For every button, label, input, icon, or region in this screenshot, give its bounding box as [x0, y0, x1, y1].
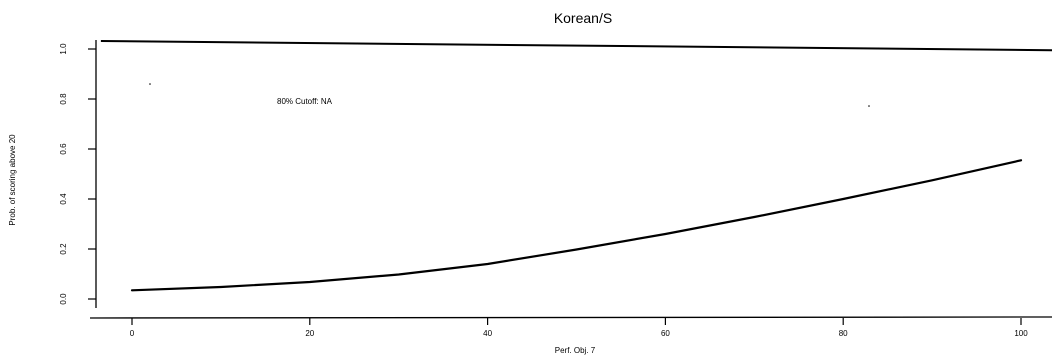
y-tick-label: 0.4: [59, 193, 68, 205]
y-axis-label: Prob. of scoring above 20: [8, 134, 17, 226]
chart-title: Korean/S: [554, 10, 612, 26]
y-tick-label: 0.0: [59, 293, 68, 305]
plot-area: [100, 40, 1052, 292]
y-tick-label: 0.8: [59, 93, 68, 105]
series-line: [130, 159, 1023, 292]
scan-specks: [149, 83, 870, 107]
x-tick-label: 20: [305, 329, 314, 338]
x-axis-label: Perf. Obj. 7: [555, 346, 596, 355]
y-axis: 0.0 0.2 0.4 0.6 0.8 1.0: [59, 40, 97, 308]
x-tick-label: 0: [130, 329, 135, 338]
upper-reference-line: [100, 40, 1052, 52]
cutoff-annotation: 80% Cutoff: NA: [277, 97, 333, 106]
y-tick-label: 1.0: [59, 43, 68, 55]
y-tick-label: 0.2: [59, 243, 68, 255]
x-tick-label: 60: [661, 329, 670, 338]
y-tick-label: 0.6: [59, 143, 68, 155]
speck: [868, 105, 870, 107]
x-tick-label: 40: [483, 329, 492, 338]
x-axis-line: [89, 316, 1052, 319]
speck: [149, 83, 151, 85]
x-axis: 0 20 40 60 80 100: [89, 316, 1052, 338]
x-tick-label: 80: [839, 329, 848, 338]
x-tick-label: 100: [1014, 329, 1028, 338]
